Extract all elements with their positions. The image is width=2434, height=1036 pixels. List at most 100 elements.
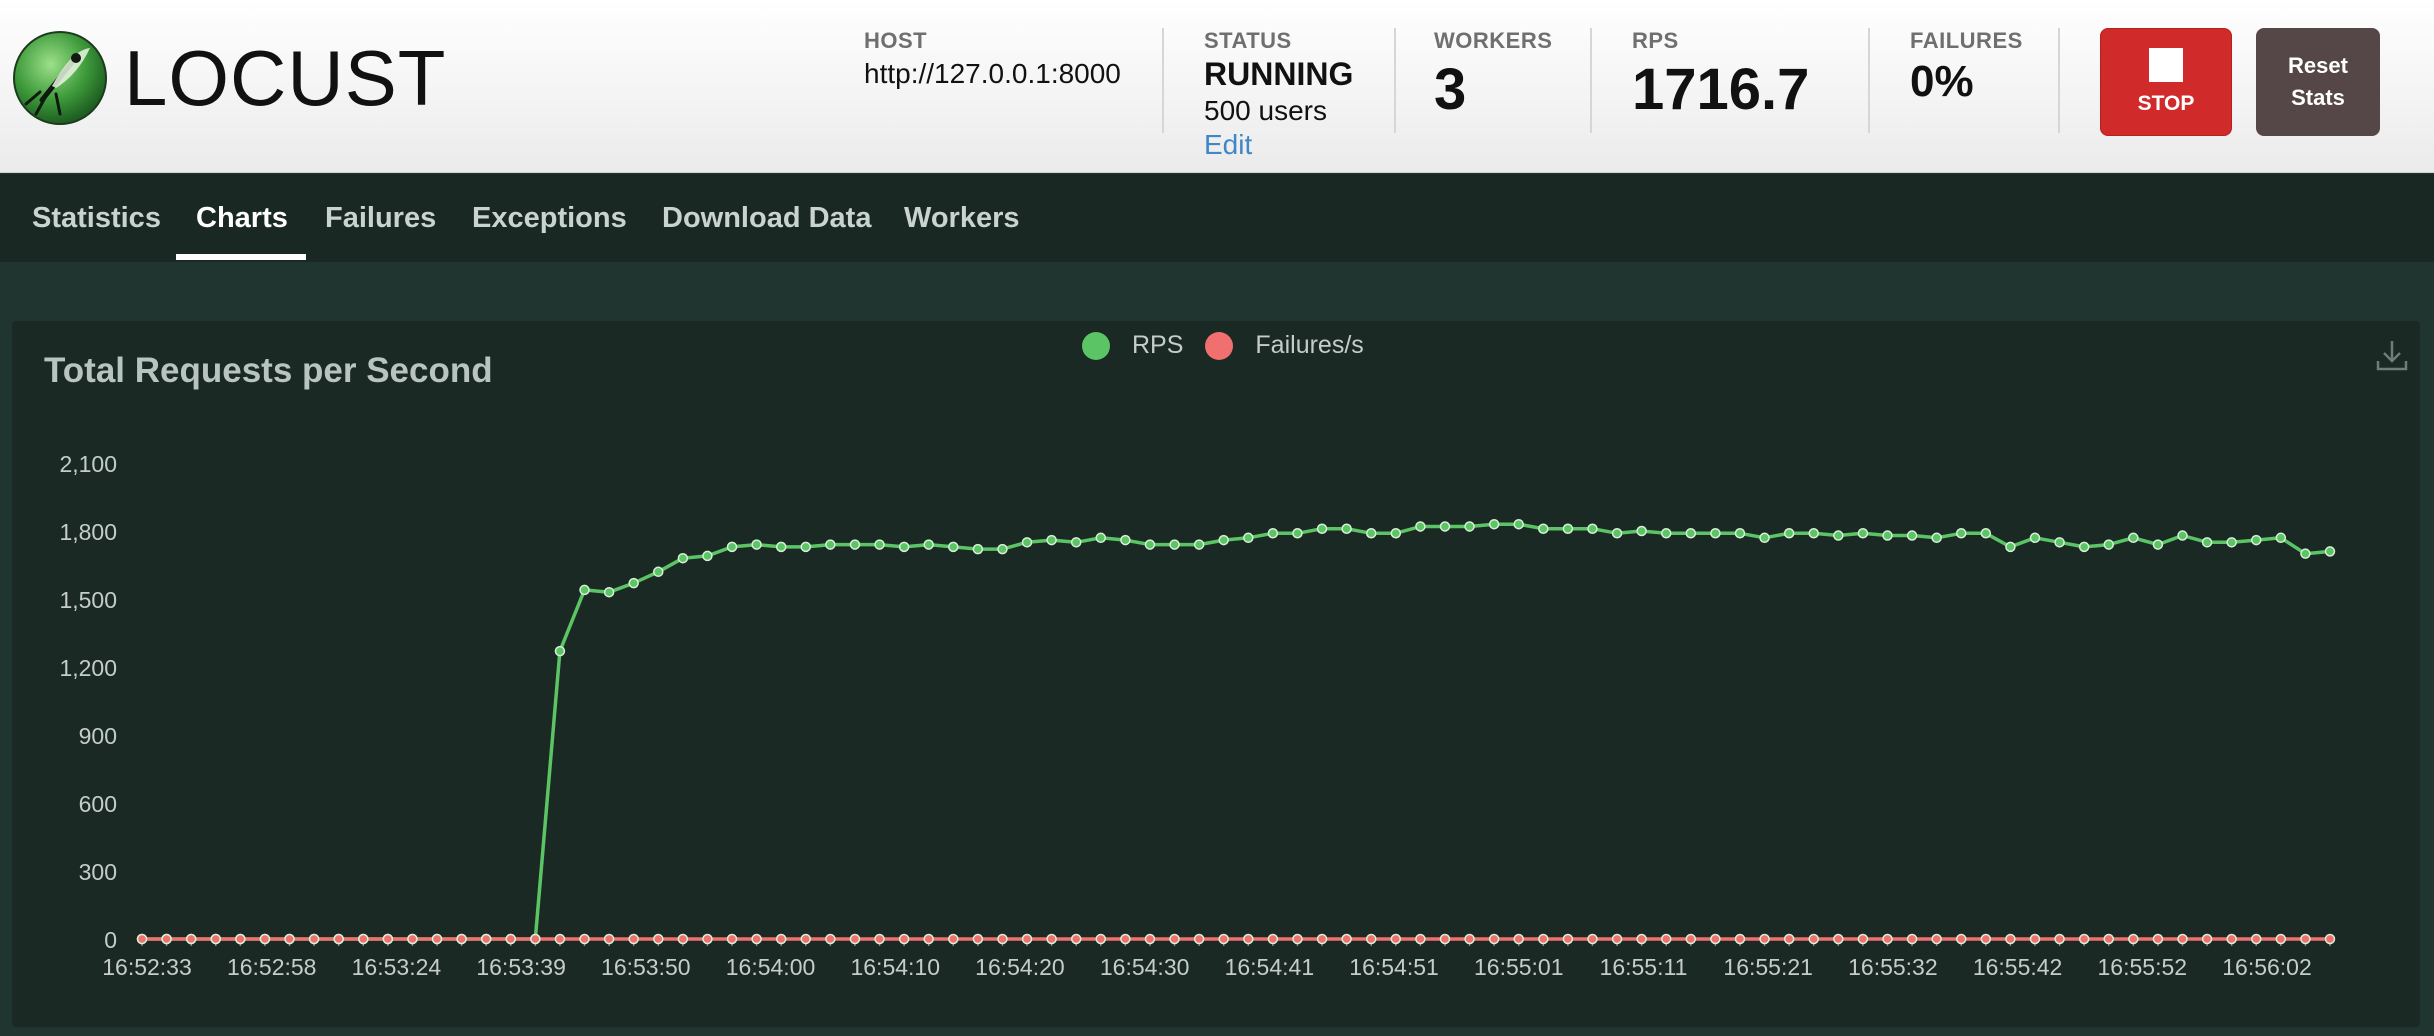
data-point-failures[interactable] <box>1292 933 1303 945</box>
data-point-rps[interactable] <box>1316 523 1328 534</box>
data-point-failures[interactable] <box>382 933 394 945</box>
stop-button[interactable]: STOP <box>2100 28 2232 136</box>
data-point-failures[interactable] <box>136 933 148 945</box>
data-point-failures[interactable] <box>677 933 689 945</box>
data-point-failures[interactable] <box>1095 933 1107 945</box>
data-point-failures[interactable] <box>1046 933 1057 945</box>
reset-stats-button[interactable]: Reset Stats <box>2256 28 2380 136</box>
data-point-failures[interactable] <box>800 933 812 945</box>
data-point-failures[interactable] <box>1636 933 1647 945</box>
data-point-failures[interactable] <box>2103 933 2114 945</box>
data-point-failures[interactable] <box>825 933 836 945</box>
data-point-rps[interactable] <box>1488 518 1500 530</box>
data-point-failures[interactable] <box>1488 933 1500 945</box>
data-point-rps[interactable] <box>2005 541 2016 553</box>
edit-users-link[interactable]: Edit <box>1204 129 1253 160</box>
data-point-rps[interactable] <box>923 539 934 550</box>
data-point-failures[interactable] <box>1906 933 1918 945</box>
data-point-failures[interactable] <box>1169 933 1180 945</box>
data-point-rps[interactable] <box>1046 534 1057 546</box>
data-point-failures[interactable] <box>775 933 787 945</box>
data-point-failures[interactable] <box>1365 933 1377 945</box>
data-point-rps[interactable] <box>702 550 713 562</box>
data-point-rps[interactable] <box>2250 534 2262 546</box>
locust-logo[interactable]: LOCUST <box>12 30 446 126</box>
data-point-rps[interactable] <box>1636 525 1647 537</box>
data-point-failures[interactable] <box>972 933 984 945</box>
data-point-rps[interactable] <box>628 577 639 589</box>
data-point-failures[interactable] <box>1316 933 1328 945</box>
data-point-rps[interactable] <box>898 541 910 553</box>
data-point-rps[interactable] <box>677 552 689 564</box>
data-point-rps[interactable] <box>874 539 885 550</box>
data-point-failures[interactable] <box>948 933 959 945</box>
tab-statistics[interactable]: Statistics <box>32 201 161 234</box>
data-point-failures[interactable] <box>1857 933 1869 945</box>
data-point-failures[interactable] <box>1955 933 1967 945</box>
data-point-rps[interactable] <box>751 539 762 550</box>
data-point-failures[interactable] <box>480 933 492 945</box>
data-point-failures[interactable] <box>1464 933 1475 945</box>
data-point-rps[interactable] <box>2103 539 2114 550</box>
data-point-failures[interactable] <box>1833 933 1844 945</box>
data-point-failures[interactable] <box>726 933 738 945</box>
data-point-failures[interactable] <box>1808 933 1819 945</box>
data-point-failures[interactable] <box>431 933 443 945</box>
data-point-failures[interactable] <box>1120 933 1131 945</box>
data-point-rps[interactable] <box>554 645 566 657</box>
data-point-failures[interactable] <box>530 933 541 945</box>
data-point-failures[interactable] <box>603 933 615 945</box>
data-point-failures[interactable] <box>1144 933 1156 945</box>
data-point-failures[interactable] <box>210 933 222 945</box>
data-point-failures[interactable] <box>1193 933 1205 945</box>
data-point-failures[interactable] <box>1267 933 1279 945</box>
data-point-failures[interactable] <box>1538 933 1549 945</box>
data-point-failures[interactable] <box>2054 933 2065 945</box>
data-point-failures[interactable] <box>456 933 467 945</box>
data-point-rps[interactable] <box>1070 537 1082 548</box>
data-point-rps[interactable] <box>1955 528 1967 539</box>
data-point-rps[interactable] <box>948 541 959 553</box>
data-point-failures[interactable] <box>898 933 910 945</box>
data-point-failures[interactable] <box>235 933 246 945</box>
data-point-failures[interactable] <box>2300 933 2311 945</box>
data-point-rps[interactable] <box>2226 537 2237 548</box>
data-point-rps[interactable] <box>1193 539 1205 550</box>
data-point-failures[interactable] <box>923 933 934 945</box>
data-point-rps[interactable] <box>1243 532 1254 544</box>
data-point-failures[interactable] <box>1759 933 1770 945</box>
data-point-failures[interactable] <box>1218 933 1229 945</box>
data-point-rps[interactable] <box>1783 528 1795 539</box>
data-point-failures[interactable] <box>2275 933 2287 945</box>
data-point-rps[interactable] <box>1292 528 1303 539</box>
data-point-failures[interactable] <box>1415 933 1426 945</box>
data-point-rps[interactable] <box>2300 548 2311 559</box>
data-point-rps[interactable] <box>1120 534 1131 546</box>
data-point-rps[interactable] <box>1538 523 1549 534</box>
data-point-failures[interactable] <box>751 933 762 945</box>
data-point-rps[interactable] <box>2128 532 2139 544</box>
data-point-failures[interactable] <box>2029 933 2041 945</box>
data-point-rps[interactable] <box>1710 528 1721 539</box>
data-point-failures[interactable] <box>1685 933 1697 945</box>
data-point-rps[interactable] <box>1095 532 1107 544</box>
data-point-failures[interactable] <box>333 933 344 945</box>
data-point-failures[interactable] <box>2152 933 2164 945</box>
data-point-failures[interactable] <box>1439 933 1451 945</box>
tab-download-data[interactable]: Download Data <box>662 201 872 234</box>
data-point-rps[interactable] <box>2201 537 2213 548</box>
data-point-rps[interactable] <box>1341 523 1352 534</box>
data-point-rps[interactable] <box>726 541 738 553</box>
data-point-failures[interactable] <box>308 933 320 945</box>
data-point-rps[interactable] <box>1390 528 1402 539</box>
data-point-rps[interactable] <box>2054 537 2065 548</box>
data-point-rps[interactable] <box>1980 528 1992 539</box>
data-point-rps[interactable] <box>1169 539 1180 550</box>
data-point-failures[interactable] <box>1611 933 1623 945</box>
data-point-rps[interactable] <box>1882 530 1893 541</box>
data-point-failures[interactable] <box>1562 933 1574 945</box>
tab-exceptions[interactable]: Exceptions <box>472 201 627 234</box>
data-point-rps[interactable] <box>849 539 861 550</box>
data-point-failures[interactable] <box>259 933 271 945</box>
data-point-failures[interactable] <box>2005 933 2016 945</box>
